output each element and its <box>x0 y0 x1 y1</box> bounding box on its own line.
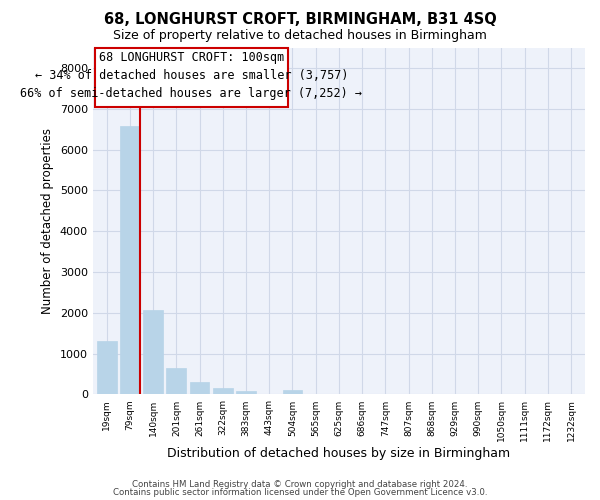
Bar <box>236 391 256 394</box>
Y-axis label: Number of detached properties: Number of detached properties <box>41 128 54 314</box>
Text: ← 34% of detached houses are smaller (3,757): ← 34% of detached houses are smaller (3,… <box>35 69 348 82</box>
Bar <box>213 388 233 394</box>
Text: Contains HM Land Registry data © Crown copyright and database right 2024.: Contains HM Land Registry data © Crown c… <box>132 480 468 489</box>
Bar <box>120 126 140 394</box>
FancyBboxPatch shape <box>95 48 288 106</box>
Text: 66% of semi-detached houses are larger (7,252) →: 66% of semi-detached houses are larger (… <box>20 86 362 100</box>
Bar <box>166 368 186 394</box>
Text: Size of property relative to detached houses in Birmingham: Size of property relative to detached ho… <box>113 29 487 42</box>
X-axis label: Distribution of detached houses by size in Birmingham: Distribution of detached houses by size … <box>167 447 511 460</box>
Text: Contains public sector information licensed under the Open Government Licence v3: Contains public sector information licen… <box>113 488 487 497</box>
Bar <box>190 382 209 394</box>
Text: 68, LONGHURST CROFT, BIRMINGHAM, B31 4SQ: 68, LONGHURST CROFT, BIRMINGHAM, B31 4SQ <box>104 12 496 28</box>
Bar <box>97 340 116 394</box>
Bar <box>283 390 302 394</box>
Text: 68 LONGHURST CROFT: 100sqm: 68 LONGHURST CROFT: 100sqm <box>99 51 284 64</box>
Bar <box>143 310 163 394</box>
